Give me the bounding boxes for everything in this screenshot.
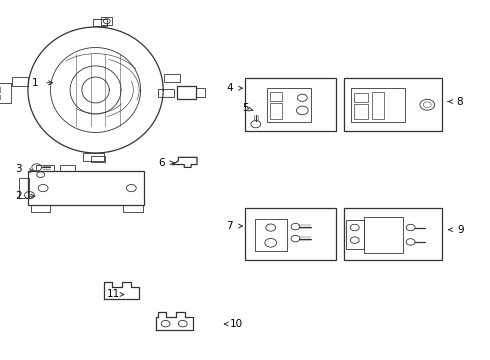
Bar xyxy=(196,88,205,97)
Bar xyxy=(28,171,144,205)
Bar xyxy=(123,205,143,212)
Bar xyxy=(351,88,405,122)
Bar xyxy=(270,92,282,101)
Bar xyxy=(177,86,196,99)
Bar xyxy=(60,165,75,171)
Bar xyxy=(12,77,28,86)
Bar xyxy=(354,104,368,119)
Bar xyxy=(344,78,442,131)
Bar xyxy=(245,208,336,260)
Text: 10: 10 xyxy=(230,319,243,329)
Bar xyxy=(164,74,180,82)
Text: 11: 11 xyxy=(107,289,121,300)
Bar xyxy=(0,83,11,103)
Bar xyxy=(255,219,287,251)
Text: 3: 3 xyxy=(15,164,22,174)
Bar xyxy=(19,178,29,198)
Bar xyxy=(93,19,107,26)
Bar xyxy=(31,205,50,212)
Bar xyxy=(91,156,105,162)
Bar xyxy=(83,153,104,161)
Bar xyxy=(346,220,364,249)
Text: 1: 1 xyxy=(32,78,39,88)
Bar xyxy=(344,208,442,260)
Bar xyxy=(267,88,311,122)
Text: 2: 2 xyxy=(15,191,22,201)
Bar xyxy=(270,103,282,119)
Text: 4: 4 xyxy=(226,83,233,93)
Text: 8: 8 xyxy=(456,96,463,107)
Bar xyxy=(245,78,336,131)
Bar xyxy=(354,93,368,102)
Bar xyxy=(101,17,112,25)
Bar xyxy=(372,92,384,119)
Bar xyxy=(36,165,54,171)
Bar xyxy=(158,89,174,97)
Text: 7: 7 xyxy=(226,221,233,231)
Text: 5: 5 xyxy=(242,103,248,113)
Text: 9: 9 xyxy=(457,225,464,235)
Text: 6: 6 xyxy=(158,158,165,168)
Bar xyxy=(364,217,403,253)
